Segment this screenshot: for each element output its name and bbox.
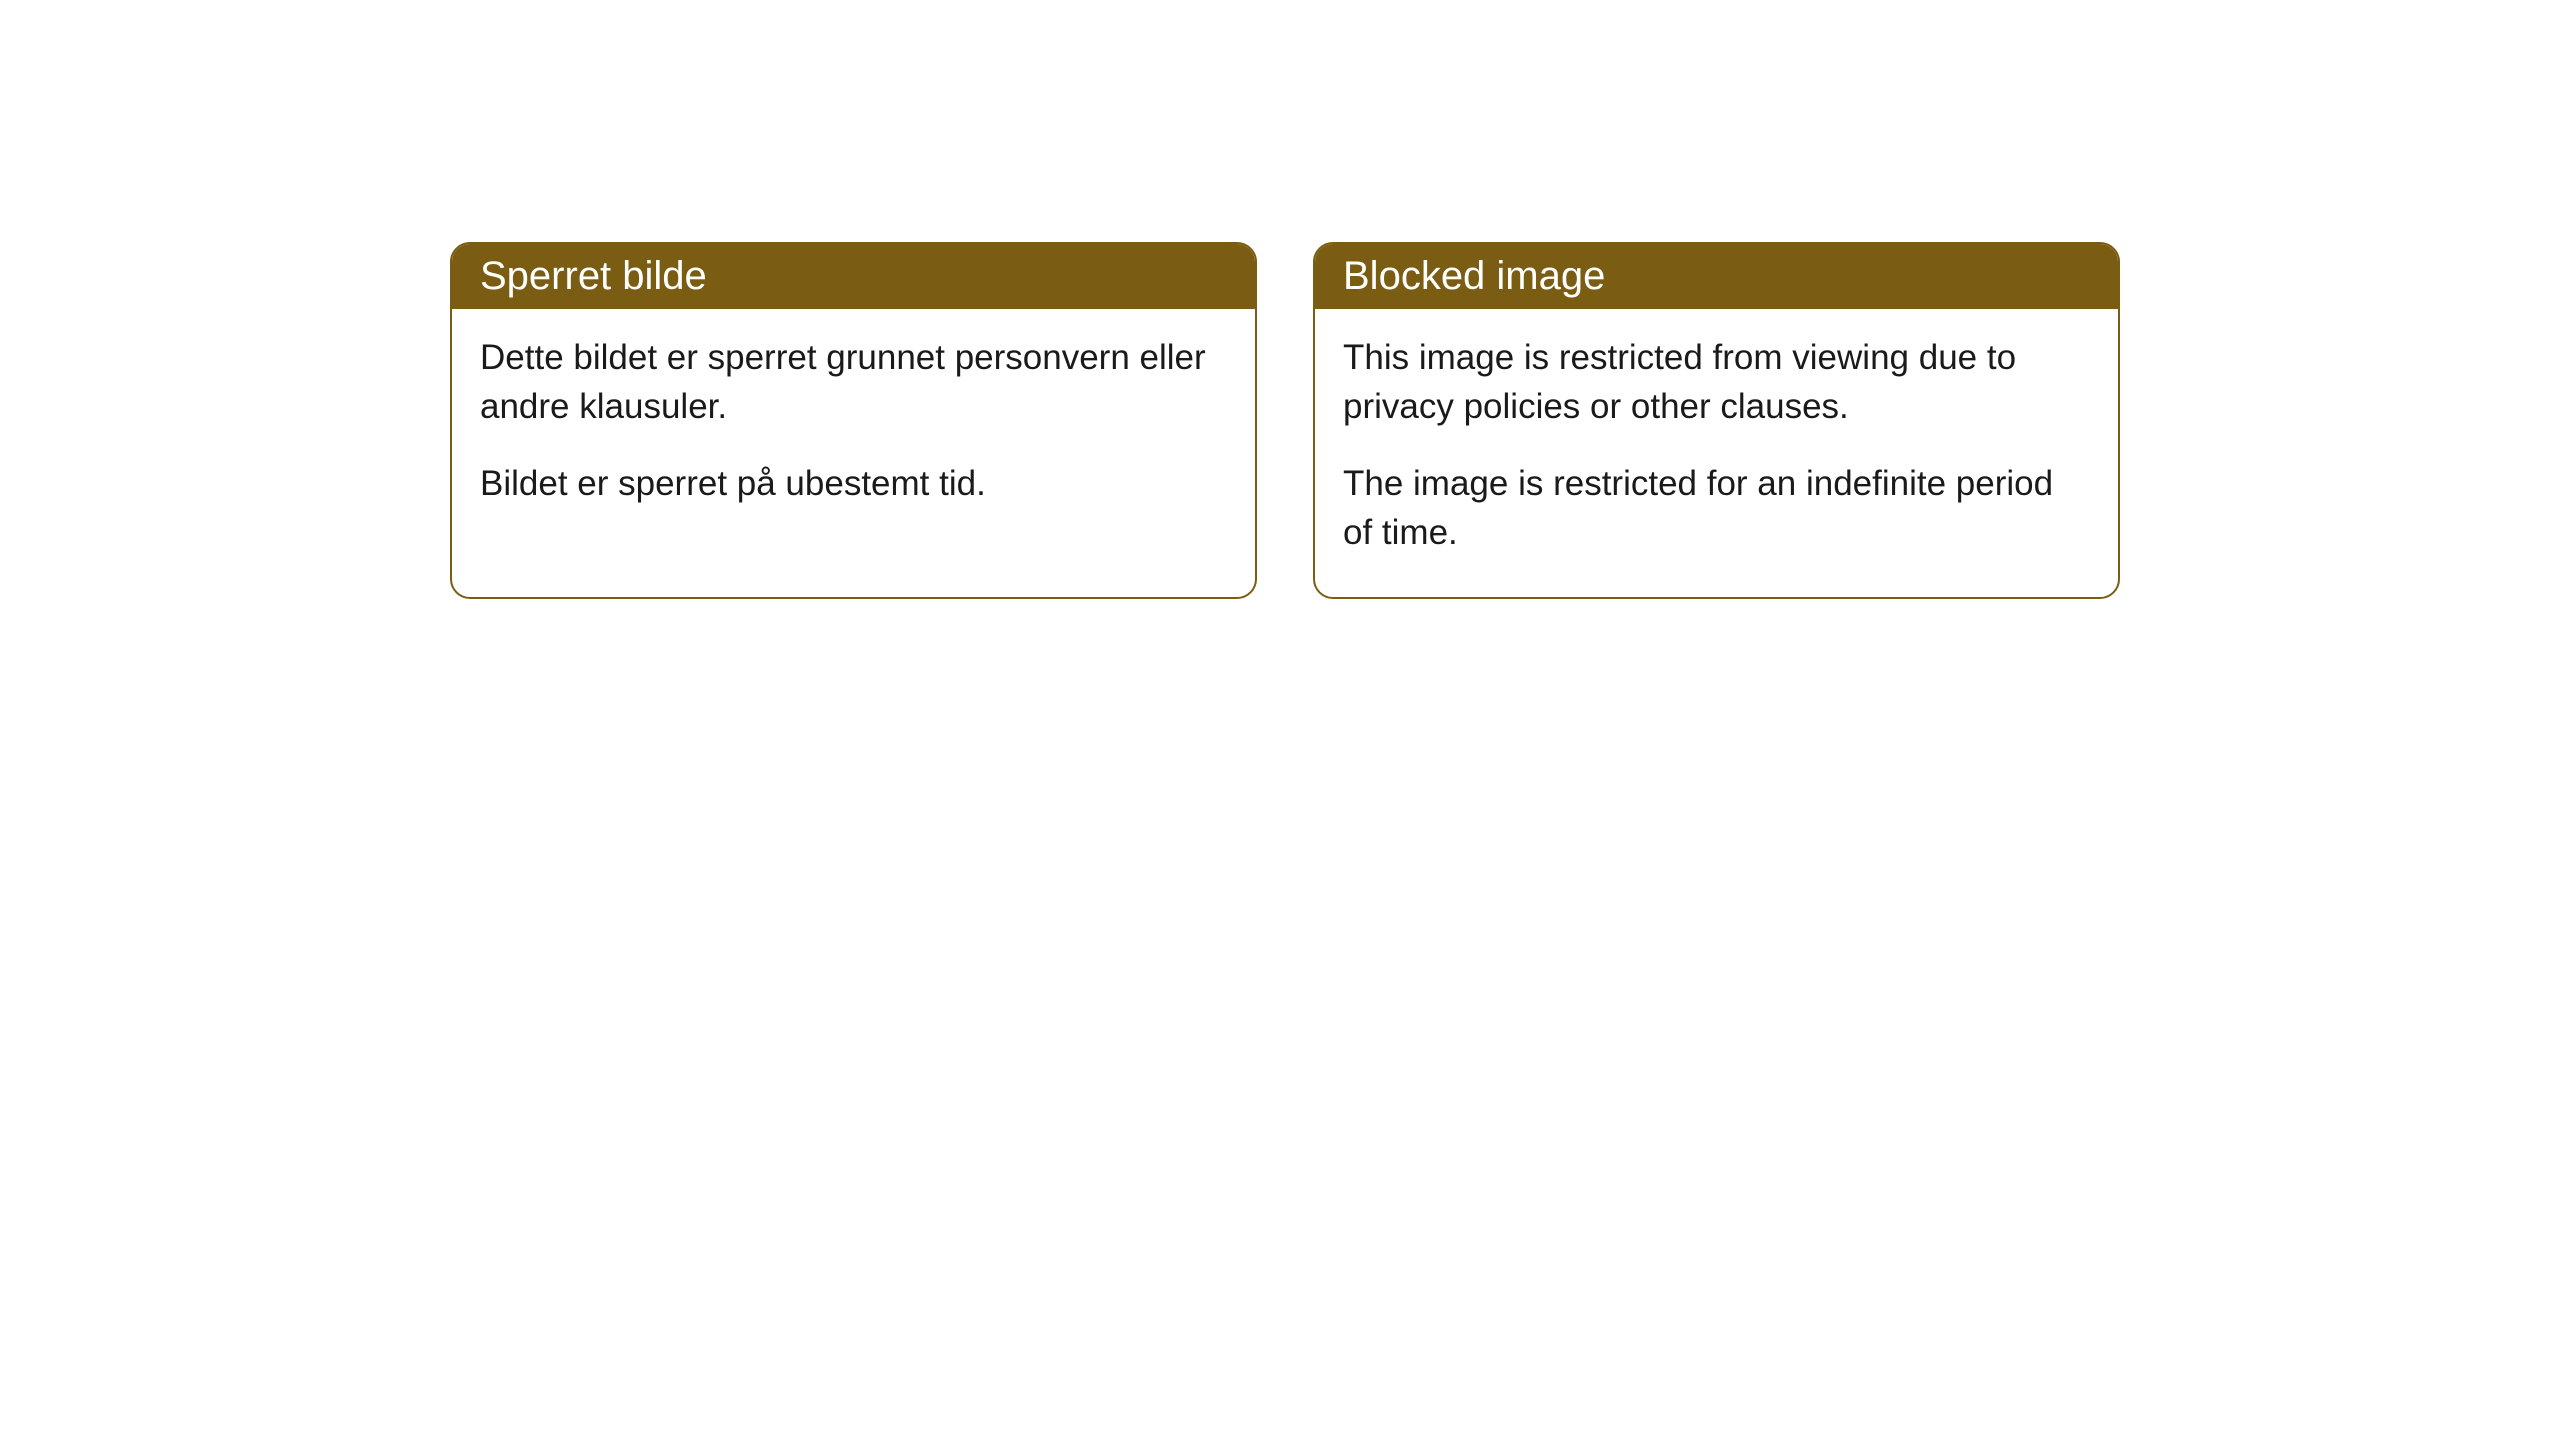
card-header: Sperret bilde xyxy=(452,244,1255,309)
card-header: Blocked image xyxy=(1315,244,2118,309)
card-paragraph: The image is restricted for an indefinit… xyxy=(1343,459,2090,557)
card-paragraph: Bildet er sperret på ubestemt tid. xyxy=(480,459,1227,508)
notice-card-norwegian: Sperret bilde Dette bildet er sperret gr… xyxy=(450,242,1257,599)
card-title: Blocked image xyxy=(1343,254,1605,298)
notice-card-english: Blocked image This image is restricted f… xyxy=(1313,242,2120,599)
card-body: Dette bildet er sperret grunnet personve… xyxy=(452,309,1255,548)
notice-cards-container: Sperret bilde Dette bildet er sperret gr… xyxy=(450,242,2120,599)
card-paragraph: This image is restricted from viewing du… xyxy=(1343,333,2090,431)
card-body: This image is restricted from viewing du… xyxy=(1315,309,2118,597)
card-title: Sperret bilde xyxy=(480,254,707,298)
card-paragraph: Dette bildet er sperret grunnet personve… xyxy=(480,333,1227,431)
